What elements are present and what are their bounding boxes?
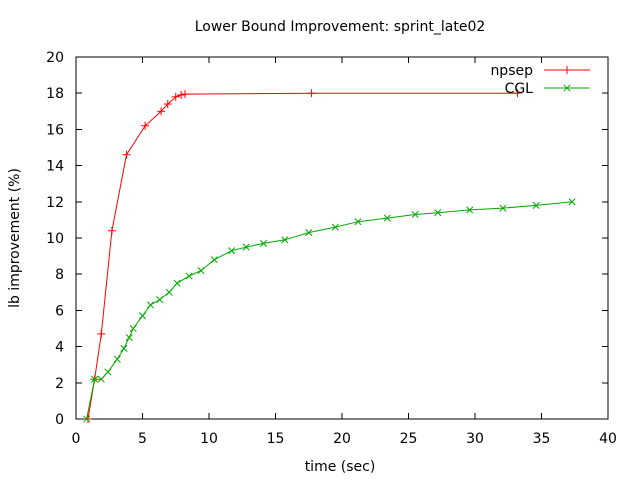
data-point-cgl: [113, 355, 121, 363]
x-axis-label: time (sec): [305, 459, 376, 475]
series-line-cgl: [86, 201, 573, 420]
data-point-npsep: [107, 226, 116, 235]
x-tick-label: 0: [72, 431, 81, 447]
data-point-cgl: [466, 206, 474, 214]
data-point-cgl: [383, 214, 391, 222]
data-point-cgl: [185, 272, 193, 280]
data-point-cgl: [532, 201, 540, 209]
y-tick-label: 18: [46, 86, 64, 102]
data-point-cgl: [91, 375, 99, 383]
legend-marker: [563, 66, 571, 74]
series-layer: [83, 89, 576, 423]
data-point-cgl: [125, 333, 133, 342]
legend-label: CGL: [505, 81, 534, 97]
x-tick-label: 15: [267, 431, 285, 447]
data-point-cgl: [499, 204, 507, 212]
y-tick-label: 14: [46, 159, 64, 175]
y-tick-label: 2: [55, 376, 64, 392]
data-point-cgl: [138, 312, 147, 320]
data-point-npsep: [141, 121, 150, 130]
x-tick-label: 10: [200, 431, 218, 447]
data-point-cgl: [146, 301, 155, 309]
data-point-cgl: [228, 247, 236, 255]
x-tick-label: 30: [466, 431, 484, 447]
data-point-cgl: [120, 344, 128, 352]
data-point-npsep: [122, 150, 131, 159]
data-point-npsep: [157, 107, 166, 116]
plot-frame: [75, 56, 609, 420]
data-point-npsep: [307, 89, 316, 98]
legend-marker: [563, 84, 571, 92]
data-point-cgl: [411, 210, 419, 219]
series-cgl: [83, 198, 576, 423]
axis-ticks: 0 5 10 15 20 25 30 35 40 0 2 4 6 8 10 12 14 16 18 20: [46, 50, 617, 447]
data-point-cgl: [165, 288, 173, 296]
data-point-cgl: [259, 239, 268, 247]
series-npsep: [83, 89, 522, 423]
data-point-npsep: [177, 91, 186, 100]
data-point-npsep: [171, 92, 180, 101]
data-point-cgl: [331, 223, 339, 231]
data-point-cgl: [242, 243, 250, 251]
data-point-npsep: [83, 415, 92, 423]
legend: npsep CGL: [490, 63, 590, 97]
data-point-npsep: [513, 89, 522, 98]
data-point-cgl: [281, 236, 289, 244]
chart-title: Lower Bound Improvement: sprint_late02: [195, 19, 486, 35]
data-point-cgl: [173, 279, 181, 287]
x-tick-label: 25: [400, 431, 418, 447]
y-tick-label: 10: [46, 231, 64, 247]
x-tick-label: 20: [333, 431, 351, 447]
data-point-cgl: [129, 324, 137, 333]
data-point-npsep: [181, 90, 190, 99]
legend-label: npsep: [490, 63, 533, 79]
y-tick-label: 0: [55, 412, 64, 428]
y-tick-label: 16: [46, 122, 64, 138]
y-tick-label: 20: [46, 50, 64, 66]
x-tick-label: 40: [599, 431, 617, 447]
data-point-cgl: [97, 375, 105, 383]
data-point-cgl: [104, 368, 112, 376]
data-point-cgl: [156, 295, 164, 304]
x-tick-label: 35: [533, 431, 551, 447]
y-tick-label: 8: [55, 267, 64, 283]
data-point-cgl: [434, 209, 442, 217]
data-point-npsep: [163, 100, 172, 109]
x-tick-label: 5: [138, 431, 147, 447]
data-point-npsep: [97, 329, 106, 338]
data-point-cgl: [197, 267, 205, 275]
data-point-cgl: [354, 218, 362, 226]
data-point-cgl: [305, 229, 313, 237]
data-point-cgl: [210, 256, 218, 264]
y-axis-label: lb improvement (%): [7, 168, 23, 308]
y-tick-label: 4: [55, 340, 64, 356]
legend-item-cgl: CGL: [505, 81, 590, 97]
y-tick-label: 6: [55, 303, 64, 319]
data-point-cgl: [568, 198, 576, 206]
series-line-npsep: [87, 92, 518, 420]
legend-item-npsep: npsep: [490, 63, 590, 79]
data-point-cgl: [83, 415, 91, 423]
y-tick-label: 12: [46, 195, 64, 211]
